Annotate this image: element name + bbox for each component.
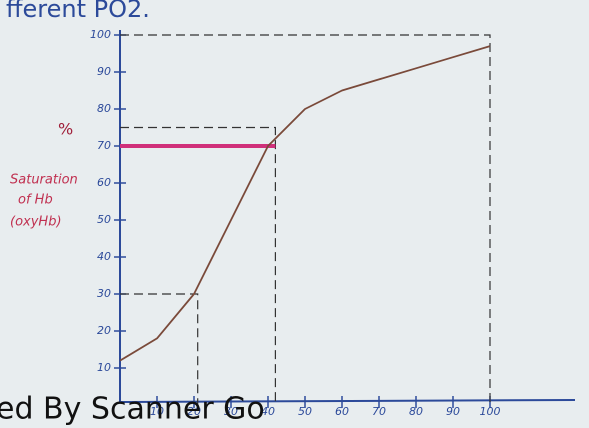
x-tick-label: 50 xyxy=(298,405,312,418)
x-tick-label: 60 xyxy=(335,405,349,418)
paper xyxy=(0,0,589,428)
chart: fferent PO2. % Saturation of Hb (oxyHb) … xyxy=(0,0,589,428)
y-tick-label: 10 xyxy=(97,361,111,374)
y-tick-label: 40 xyxy=(97,250,111,263)
y-tick-label: 50 xyxy=(97,213,111,226)
x-tick-label: 80 xyxy=(409,405,423,418)
x-tick-label: 70 xyxy=(372,405,386,418)
y-tick-label: 30 xyxy=(97,287,111,300)
y-tick-label: 100 xyxy=(90,28,111,41)
page-title: fferent PO2. xyxy=(6,0,150,23)
x-tick-label: 100 xyxy=(480,405,501,418)
y-tick-label: 90 xyxy=(97,65,111,78)
y-label: of Hb xyxy=(18,193,53,208)
y-label: % xyxy=(58,120,73,139)
y-tick-label: 70 xyxy=(97,139,111,152)
watermark: ed By Scanner Go xyxy=(0,392,265,427)
y-tick-label: 60 xyxy=(97,176,111,189)
y-tick-label: 20 xyxy=(97,324,111,337)
y-label: Saturation xyxy=(10,173,78,188)
y-tick-label: 80 xyxy=(97,102,111,115)
y-label: (oxyHb) xyxy=(10,215,62,230)
x-tick-label: 90 xyxy=(446,405,460,418)
